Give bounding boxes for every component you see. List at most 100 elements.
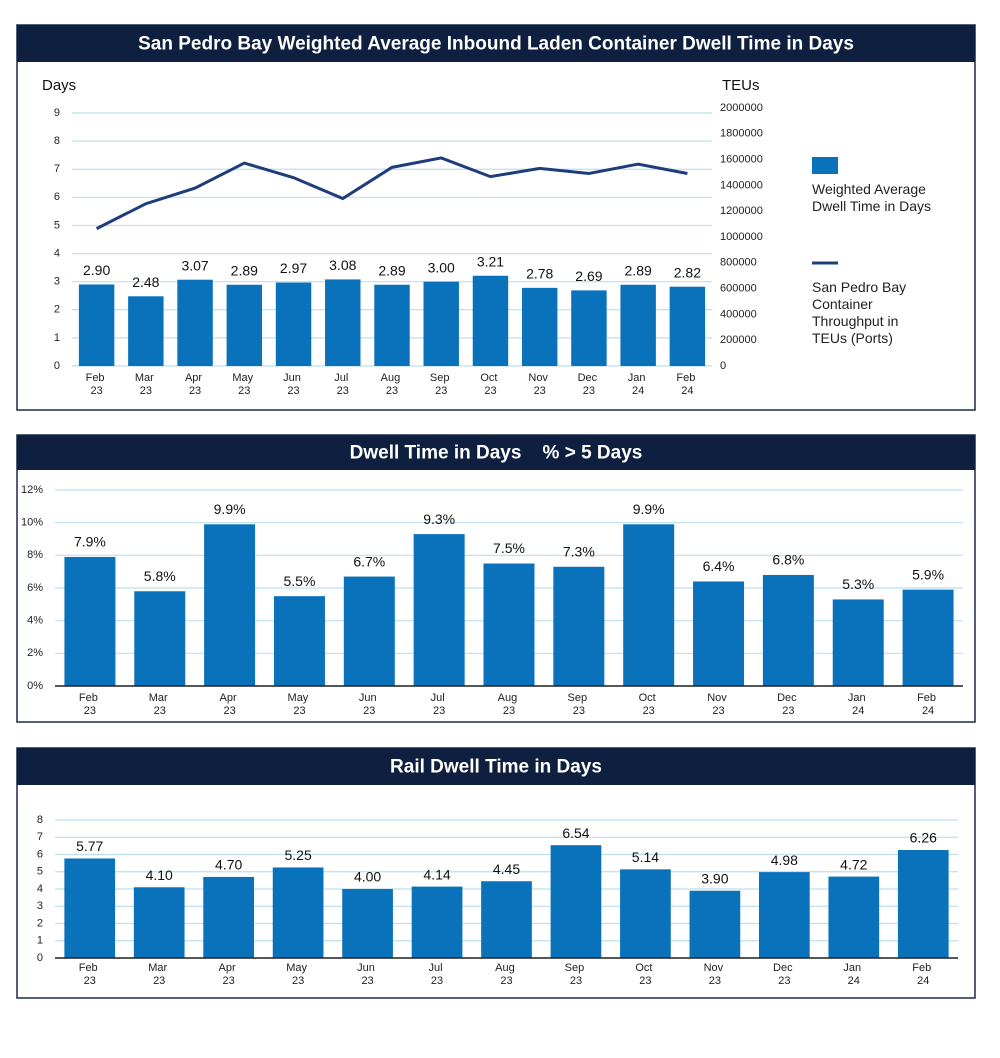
y-tick-label: 7 (37, 831, 43, 843)
y-tick-label: 2% (27, 647, 43, 659)
x-tick-label: Jan 24 (628, 372, 649, 397)
y-tick-label: 8% (27, 549, 43, 561)
y-tick-label: 7 (54, 163, 60, 175)
bar (177, 279, 213, 366)
bar (571, 290, 607, 366)
y-tick-label: 0% (27, 680, 43, 692)
value-label: 3.21 (477, 253, 504, 269)
y-tick-label: 6 (37, 848, 43, 860)
value-label: 9.9% (633, 501, 665, 517)
line-series (95, 156, 688, 230)
value-label: 2.48 (132, 274, 159, 290)
bar (128, 296, 164, 366)
value-label: 7.5% (493, 540, 525, 556)
x-tick-label: Feb 23 (86, 372, 108, 397)
bar (226, 284, 263, 366)
y-tick-label: 5 (37, 866, 43, 878)
y2-tick-label: 1200000 (720, 205, 763, 217)
bar (550, 845, 602, 958)
x-tick-label: Jan 24 (848, 692, 869, 717)
y-tick-label: 1 (54, 332, 60, 344)
y2-tick-label: 1400000 (720, 179, 763, 191)
y2-tick-label: 800000 (720, 257, 757, 269)
value-label: 4.72 (840, 856, 867, 872)
x-tick-label: Sep 23 (430, 372, 453, 397)
x-tick-label: May 23 (286, 962, 310, 987)
bar (413, 534, 465, 686)
legend-swatch (812, 157, 838, 174)
chart-title: Dwell Time in Days % > 5 Days (350, 443, 643, 464)
bar (411, 886, 463, 958)
value-label: 3.07 (181, 257, 208, 273)
x-tick-label: Dec 23 (777, 692, 800, 717)
y-tick-label: 4 (54, 247, 60, 259)
x-tick-label: Feb 23 (79, 962, 101, 987)
bar (689, 890, 741, 958)
x-tick-label: Feb 24 (917, 692, 939, 717)
x-tick-label: Aug 23 (495, 962, 518, 987)
x-tick-label: May 23 (232, 372, 256, 397)
legend-label: Weighted Average Dwell Time in Days (812, 181, 931, 214)
value-label: 3.08 (329, 257, 356, 273)
x-tick-label: Dec 23 (578, 372, 601, 397)
x-tick-label: Mar 23 (135, 372, 157, 397)
y-tick-label: 2 (54, 304, 60, 316)
x-tick-label: Jul 23 (428, 962, 445, 987)
bar (272, 867, 324, 958)
bar (897, 850, 949, 958)
x-tick-label: Oct 23 (480, 372, 500, 397)
value-label: 4.70 (215, 857, 242, 873)
bar (521, 287, 558, 366)
bar (423, 281, 459, 366)
y-tick-label: 2 (37, 917, 43, 929)
value-label: 6.26 (910, 830, 937, 846)
bar (273, 596, 325, 686)
value-label: 7.9% (74, 534, 106, 550)
bar (343, 576, 395, 686)
bar (620, 284, 656, 366)
value-label: 9.9% (214, 501, 246, 517)
x-tick-label: Nov 23 (707, 692, 730, 717)
y-tick-label: 4% (27, 615, 43, 627)
y-tick-label: 1 (37, 935, 43, 947)
chart-panel: Rail Dwell Time in Days 0 1 2 3 4 5 6 7 8 Feb 23 Ma… (16, 747, 976, 999)
bar (620, 869, 671, 958)
value-label: 7.3% (563, 543, 595, 559)
bar (64, 556, 116, 686)
x-tick-label: Nov 23 (528, 372, 551, 397)
panel-header (17, 25, 975, 62)
x-tick-label: Mar 23 (149, 692, 171, 717)
x-tick-label: Jul 23 (334, 372, 351, 397)
bar (693, 581, 745, 686)
x-tick-label: Apr 23 (220, 692, 240, 717)
bar (204, 524, 256, 686)
y-tick-label: 3 (54, 276, 60, 288)
y-tick-label: 0 (37, 952, 43, 964)
y-axis-label: Days (42, 77, 76, 94)
value-label: 4.98 (771, 852, 798, 868)
legend-label: San Pedro Bay Container Throughput in TE… (812, 279, 910, 346)
bar (203, 876, 255, 958)
bar (669, 286, 706, 366)
bar (472, 275, 509, 366)
bar (481, 881, 532, 958)
bar (828, 876, 880, 958)
value-label: 3.00 (428, 259, 455, 275)
y2-tick-label: 0 (720, 360, 726, 372)
x-tick-label: Apr 23 (219, 962, 239, 987)
value-label: 2.89 (231, 262, 258, 278)
bar (134, 591, 186, 686)
y-tick-label: 8 (54, 135, 60, 147)
y-tick-label: 3 (37, 900, 43, 912)
x-tick-label: Jun 23 (283, 372, 304, 397)
bar (483, 563, 535, 686)
y2-tick-label: 2000000 (720, 102, 763, 114)
y2-tick-label: 1600000 (720, 154, 763, 166)
y-tick-label: 12% (21, 484, 43, 496)
bar (342, 889, 393, 958)
chart-title: San Pedro Bay Weighted Average Inbound L… (138, 34, 854, 55)
x-tick-label: Dec 23 (773, 962, 796, 987)
x-tick-label: Oct 23 (639, 692, 659, 717)
y-tick-label: 6% (27, 582, 43, 594)
